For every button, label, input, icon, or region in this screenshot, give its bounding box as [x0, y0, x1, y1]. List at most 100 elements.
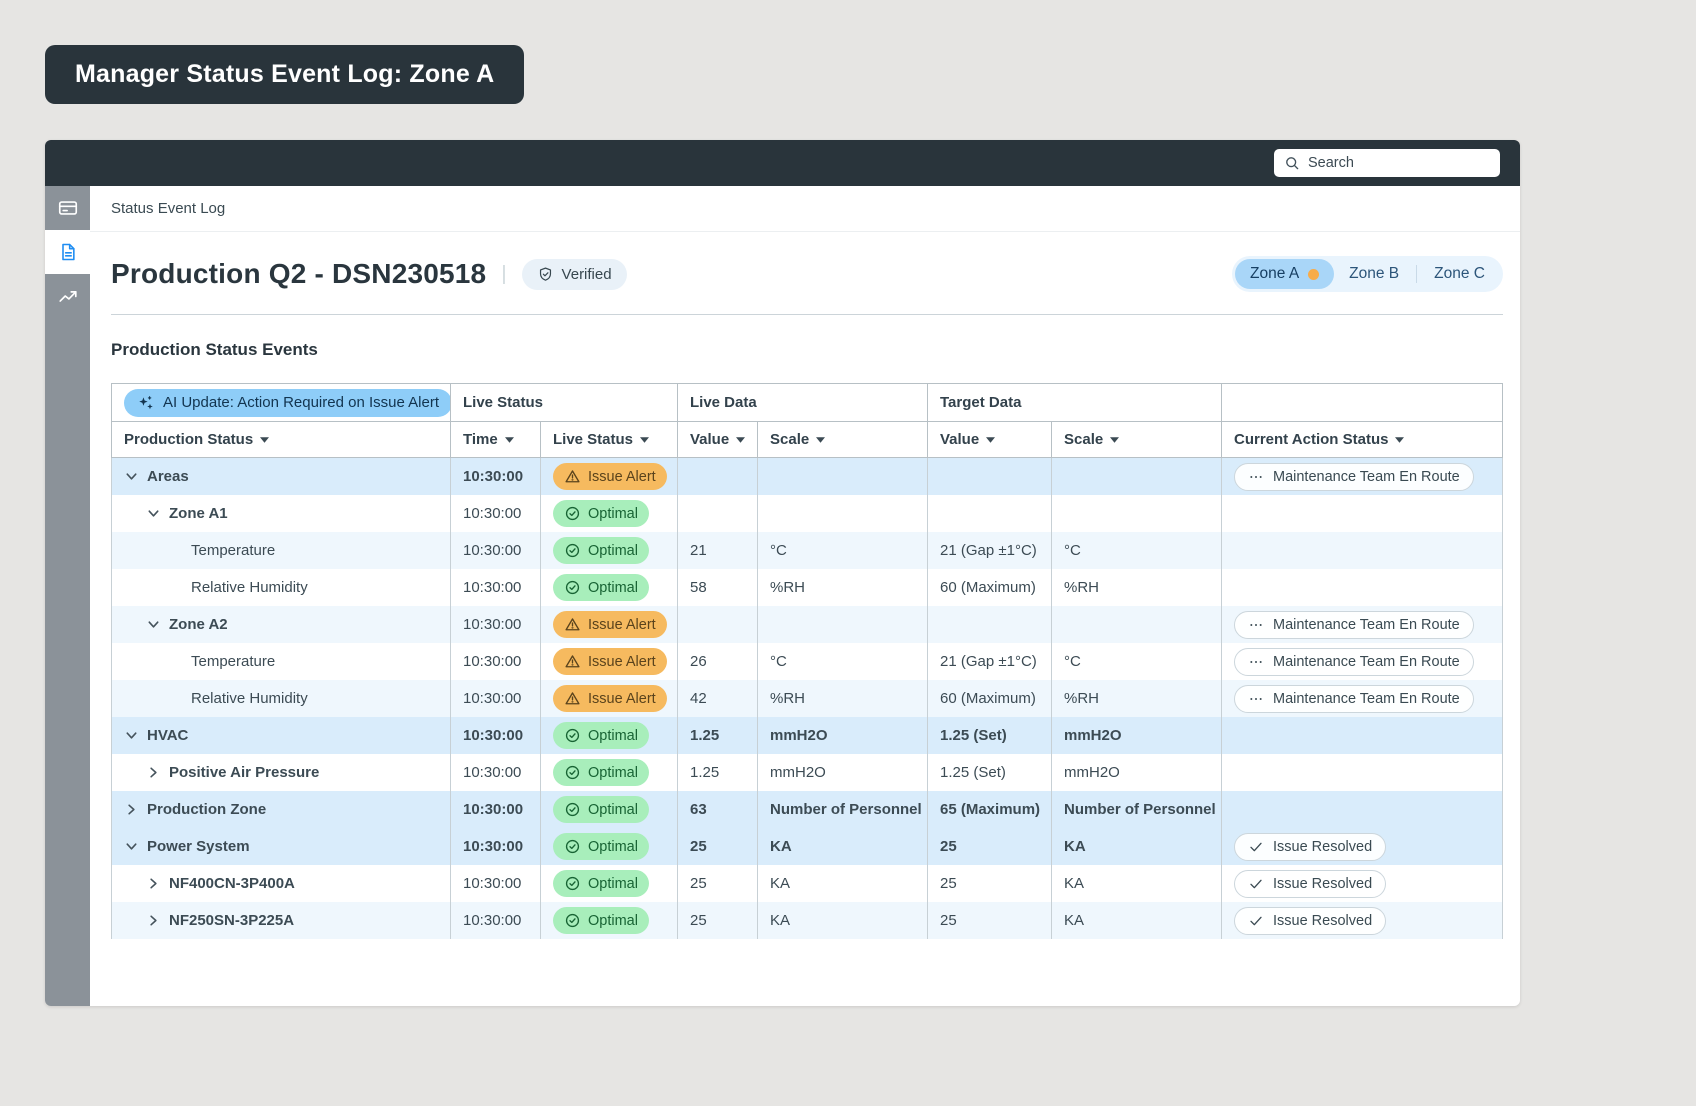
live-scale-cell: °C [757, 643, 927, 680]
check-circle-icon [564, 838, 581, 855]
check-circle-icon [564, 579, 581, 596]
action-button-maintenance-team-en-route[interactable]: Maintenance Team En Route [1234, 462, 1474, 491]
current-action-cell [1221, 754, 1503, 791]
target-scale-cell [1051, 606, 1221, 643]
column-header-scale-4[interactable]: Scale [757, 422, 927, 458]
status-badge-optimal: Optimal [553, 796, 649, 823]
production-status-cell: Relative Humidity [111, 680, 450, 717]
current-action-cell [1221, 791, 1503, 828]
sidebar-item-card-panel[interactable] [45, 186, 90, 230]
column-header-scale-6[interactable]: Scale [1051, 422, 1221, 458]
column-header-label: Live Status [553, 431, 634, 448]
zone-tab-label: Zone B [1349, 265, 1400, 282]
table-row-temperature: Temperature 10:30:00 Issue Alert 26 °C 21 (Ga… [111, 643, 1503, 680]
action-label: Issue Resolved [1273, 912, 1373, 929]
live-value-cell: 21 [677, 532, 757, 569]
check-circle-icon [564, 542, 581, 559]
production-status-cell[interactable]: Zone A1 [111, 495, 450, 532]
time-cell: 10:30:00 [450, 791, 540, 828]
action-button-maintenance-team-en-route[interactable]: Maintenance Team En Route [1234, 684, 1474, 713]
production-status-cell[interactable]: NF400CN-3P400A [111, 865, 450, 902]
column-header-current-action-status-7[interactable]: Current Action Status [1221, 422, 1503, 458]
time-value: 10:30:00 [463, 468, 524, 485]
chevron-right-icon[interactable] [146, 765, 161, 780]
zone-tab-zone-b[interactable]: Zone B [1334, 259, 1414, 289]
live-status-cell: Optimal [540, 902, 677, 939]
time-cell: 10:30:00 [450, 532, 540, 569]
sidebar-item-chart-trend[interactable] [45, 274, 90, 318]
chevron-down-icon[interactable] [146, 506, 161, 521]
sort-caret-icon [1395, 436, 1405, 443]
live-scale-cell [757, 606, 927, 643]
production-status-cell[interactable]: Production Zone [111, 791, 450, 828]
live-scale-cell: %RH [757, 569, 927, 606]
warning-triangle-icon [564, 653, 581, 670]
table-body: Areas 10:30:00 Issue Alert Maintenance Team… [111, 458, 1503, 939]
live-status-cell: Issue Alert [540, 680, 677, 717]
time-value: 10:30:00 [463, 690, 522, 707]
check-circle-icon [564, 764, 581, 781]
live-status-cell: Issue Alert [540, 606, 677, 643]
column-header-label: Scale [1064, 431, 1104, 448]
column-header-time-1[interactable]: Time [450, 422, 540, 458]
chevron-right-icon[interactable] [146, 913, 161, 928]
action-button-maintenance-team-en-route[interactable]: Maintenance Team En Route [1234, 610, 1474, 639]
status-badge-optimal: Optimal [553, 722, 649, 749]
title-divider: | [501, 262, 507, 285]
search-box[interactable] [1274, 149, 1500, 177]
current-action-cell [1221, 569, 1503, 606]
zone-tab-zone-c[interactable]: Zone C [1419, 259, 1500, 289]
status-label: Issue Alert [588, 653, 656, 670]
production-status-cell[interactable]: Power System [111, 828, 450, 865]
production-status-cell[interactable]: HVAC [111, 717, 450, 754]
status-badge-optimal: Optimal [553, 833, 649, 860]
check-circle-icon [564, 727, 581, 744]
verified-badge: Verified [521, 258, 627, 290]
production-status-cell[interactable]: Positive Air Pressure [111, 754, 450, 791]
chevron-right-icon[interactable] [146, 876, 161, 891]
column-header-production-status-0[interactable]: Production Status [111, 422, 450, 458]
search-input[interactable] [1308, 155, 1495, 171]
current-action-cell: Issue Resolved [1221, 902, 1503, 939]
ai-update-banner[interactable]: AI Update: Action Required on Issue Aler… [124, 388, 452, 417]
ellipsis-icon [1248, 654, 1264, 670]
action-button-maintenance-team-en-route[interactable]: Maintenance Team En Route [1234, 647, 1474, 676]
time-value: 10:30:00 [463, 875, 522, 892]
status-label: Optimal [588, 912, 638, 929]
production-status-cell[interactable]: Areas [111, 458, 450, 495]
action-button-issue-resolved[interactable]: Issue Resolved [1234, 906, 1387, 935]
chevron-down-icon[interactable] [124, 469, 139, 484]
table-row-production-zone: Production Zone 10:30:00 Optimal 63 Number o… [111, 791, 1503, 828]
column-header-value-3[interactable]: Value [677, 422, 757, 458]
production-status-cell[interactable]: Zone A2 [111, 606, 450, 643]
group-header-empty [1221, 384, 1503, 422]
zone-tab-label: Zone A [1250, 265, 1300, 282]
group-header-target-data: Target Data [927, 384, 1221, 422]
column-header-value-5[interactable]: Value [927, 422, 1051, 458]
table-row-nf400cn-3p400a: NF400CN-3P400A 10:30:00 Optimal 25 KA 25 KA Iss… [111, 865, 1503, 902]
ai-banner-cell: AI Update: Action Required on Issue Aler… [111, 384, 452, 422]
status-label: Optimal [588, 801, 638, 818]
time-value: 10:30:00 [463, 912, 522, 929]
table-row-power-system: Power System 10:30:00 Optimal 25 KA 25 KA Issue… [111, 828, 1503, 865]
column-header-live-status-2[interactable]: Live Status [540, 422, 677, 458]
action-button-issue-resolved[interactable]: Issue Resolved [1234, 832, 1387, 861]
chevron-down-icon[interactable] [146, 617, 161, 632]
row-name: Production Zone [147, 801, 267, 818]
status-badge-optimal: Optimal [553, 574, 649, 601]
chevron-down-icon[interactable] [124, 728, 139, 743]
row-name: Relative Humidity [191, 690, 308, 707]
chevron-down-icon[interactable] [124, 839, 139, 854]
sidebar-item-document[interactable] [45, 230, 90, 274]
zone-tab-zone-a[interactable]: Zone A [1235, 259, 1335, 289]
check-circle-icon [564, 505, 581, 522]
chevron-right-icon[interactable] [124, 802, 139, 817]
live-scale-cell: °C [757, 532, 927, 569]
live-scale-cell [757, 458, 927, 495]
production-status-cell[interactable]: NF250SN-3P225A [111, 902, 450, 939]
sort-caret-icon [260, 436, 270, 443]
check-icon [1248, 839, 1264, 855]
action-button-issue-resolved[interactable]: Issue Resolved [1234, 869, 1387, 898]
sort-caret-icon [1110, 436, 1120, 443]
window-title-badge: Manager Status Event Log: Zone A [45, 45, 525, 104]
